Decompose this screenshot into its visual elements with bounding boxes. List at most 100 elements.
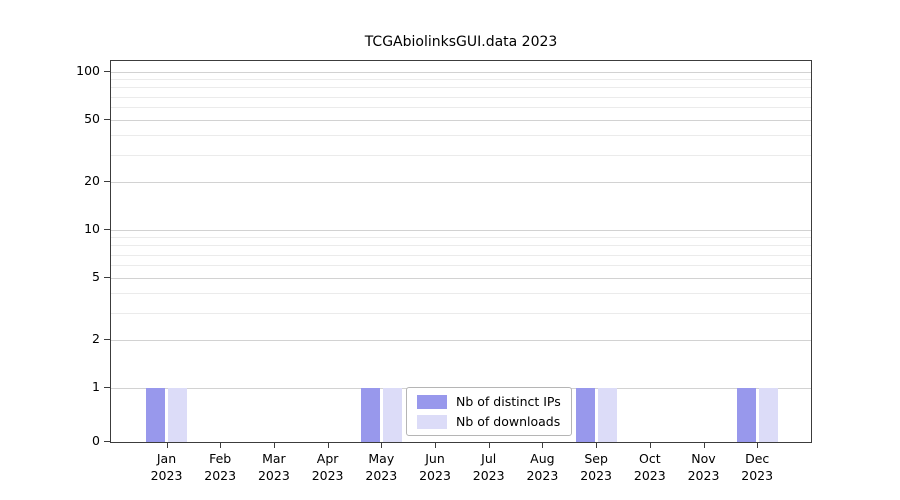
x-tick-label-Sep: Sep 2023 — [566, 450, 626, 484]
legend-item-distinct-ips: Nb of distinct IPs — [417, 394, 561, 409]
x-tick-month: Jun — [425, 451, 445, 466]
x-tick-mark-May — [381, 443, 383, 448]
x-tick-month: Dec — [745, 451, 770, 466]
x-tick-label-Feb: Feb 2023 — [190, 450, 250, 484]
x-tick-year: 2023 — [365, 468, 398, 483]
x-tick-mark-Feb — [220, 443, 222, 448]
y-tick-mark-50 — [104, 118, 110, 120]
bar-downloads-may — [382, 388, 402, 442]
x-tick-mark-Aug — [542, 443, 544, 448]
bar-distinct-ips-sep — [575, 388, 595, 442]
gridline-30 — [111, 154, 811, 156]
x-tick-label-Jan: Jan 2023 — [137, 450, 197, 484]
x-tick-year: 2023 — [472, 468, 505, 483]
x-tick-label-Jul: Jul 2023 — [459, 450, 519, 484]
y-tick-label-2: 2 — [92, 331, 100, 347]
y-tick-mark-100 — [104, 71, 110, 72]
x-tick-month: May — [368, 451, 395, 466]
legend-label-downloads: Nb of downloads — [456, 414, 561, 429]
x-tick-month: Jul — [481, 451, 497, 466]
y-tick-mark-1 — [104, 387, 110, 388]
legend-item-downloads: Nb of downloads — [417, 414, 561, 429]
x-tick-mark-Sep — [596, 443, 598, 448]
x-tick-label-Mar: Mar 2023 — [244, 450, 304, 484]
gridline-9 — [111, 237, 811, 239]
x-tick-mark-Apr — [327, 443, 329, 448]
gridline-6 — [111, 265, 811, 267]
bar-downloads-jan — [168, 388, 187, 442]
x-tick-label-Jun: Jun 2023 — [405, 450, 465, 484]
plot-area — [110, 60, 812, 443]
gridline-3 — [111, 312, 811, 314]
x-tick-month: Aug — [530, 451, 555, 466]
chart-title: TCGAbiolinksGUI.data 2023 — [364, 34, 558, 50]
x-tick-year: 2023 — [150, 468, 183, 483]
gridline-60 — [111, 107, 811, 109]
gridline-7 — [111, 254, 811, 256]
x-tick-year: 2023 — [419, 468, 451, 483]
x-tick-month: Nov — [691, 451, 716, 466]
x-tick-mark-Oct — [649, 443, 651, 448]
y-tick-label-0: 0 — [92, 433, 100, 448]
y-tick-mark-2 — [104, 339, 110, 341]
x-tick-month: Apr — [316, 451, 339, 466]
x-tick-year: 2023 — [257, 468, 290, 483]
x-tick-year: 2023 — [741, 468, 774, 483]
gridline-5 — [111, 277, 811, 279]
gridline-8 — [111, 245, 811, 247]
x-tick-year: 2023 — [580, 468, 612, 483]
legend-swatch-downloads — [417, 414, 447, 429]
legend: Nb of distinct IPs Nb of downloads — [406, 387, 572, 436]
x-tick-month: Oct — [638, 451, 661, 466]
x-tick-mark-Jun — [435, 443, 436, 448]
y-tick-mark-20 — [104, 181, 110, 183]
y-tick-label-5: 5 — [92, 268, 100, 284]
gridline-70 — [111, 96, 811, 98]
y-tick-label-10: 10 — [84, 221, 100, 236]
x-tick-label-Oct: Oct 2023 — [620, 450, 680, 484]
gridline-50 — [111, 119, 811, 121]
y-tick-mark-0 — [104, 441, 110, 442]
x-tick-label-Nov: Nov 2023 — [674, 450, 734, 484]
x-tick-year: 2023 — [526, 468, 559, 483]
bar-downloads-dec — [758, 388, 778, 442]
gridline-100 — [111, 72, 811, 73]
x-tick-label-Dec: Dec 2023 — [727, 450, 787, 484]
gridline-4 — [111, 292, 811, 294]
x-tick-mark-Jul — [488, 443, 490, 448]
x-tick-year: 2023 — [204, 468, 237, 483]
x-tick-month: Feb — [209, 451, 232, 466]
x-tick-label-Aug: Aug 2023 — [512, 450, 572, 484]
bar-distinct-ips-jan — [146, 388, 165, 442]
y-tick-mark-10 — [104, 229, 110, 230]
bar-distinct-ips-dec — [736, 388, 756, 442]
x-tick-mark-Mar — [273, 443, 275, 448]
gridline-90 — [111, 79, 811, 81]
x-tick-mark-Jan — [166, 443, 168, 448]
x-tick-month: Sep — [584, 451, 608, 466]
bar-downloads-sep — [597, 388, 617, 442]
gridline-40 — [111, 134, 811, 136]
y-tick-label-100: 100 — [76, 63, 100, 78]
x-tick-year: 2023 — [311, 468, 344, 483]
x-tick-year: 2023 — [633, 468, 666, 483]
gridline-20 — [111, 182, 811, 184]
y-tick-label-50: 50 — [84, 110, 100, 126]
x-tick-mark-Dec — [757, 443, 759, 448]
x-tick-label-May: May 2023 — [351, 450, 411, 484]
x-tick-label-Apr: Apr 2023 — [298, 450, 358, 484]
x-tick-mark-Nov — [703, 443, 705, 448]
y-tick-label-1: 1 — [92, 379, 100, 394]
y-tick-label-20: 20 — [84, 173, 100, 189]
legend-label-distinct-ips: Nb of distinct IPs — [456, 394, 561, 409]
x-tick-month: Jan — [156, 451, 177, 466]
gridline-2 — [111, 340, 811, 342]
gridline-10 — [111, 230, 811, 231]
bar-distinct-ips-may — [360, 388, 380, 442]
gridline-80 — [111, 87, 811, 89]
x-tick-year: 2023 — [687, 468, 720, 483]
y-tick-mark-5 — [104, 276, 110, 278]
x-tick-month: Mar — [262, 451, 286, 466]
legend-swatch-distinct-ips — [417, 394, 447, 409]
